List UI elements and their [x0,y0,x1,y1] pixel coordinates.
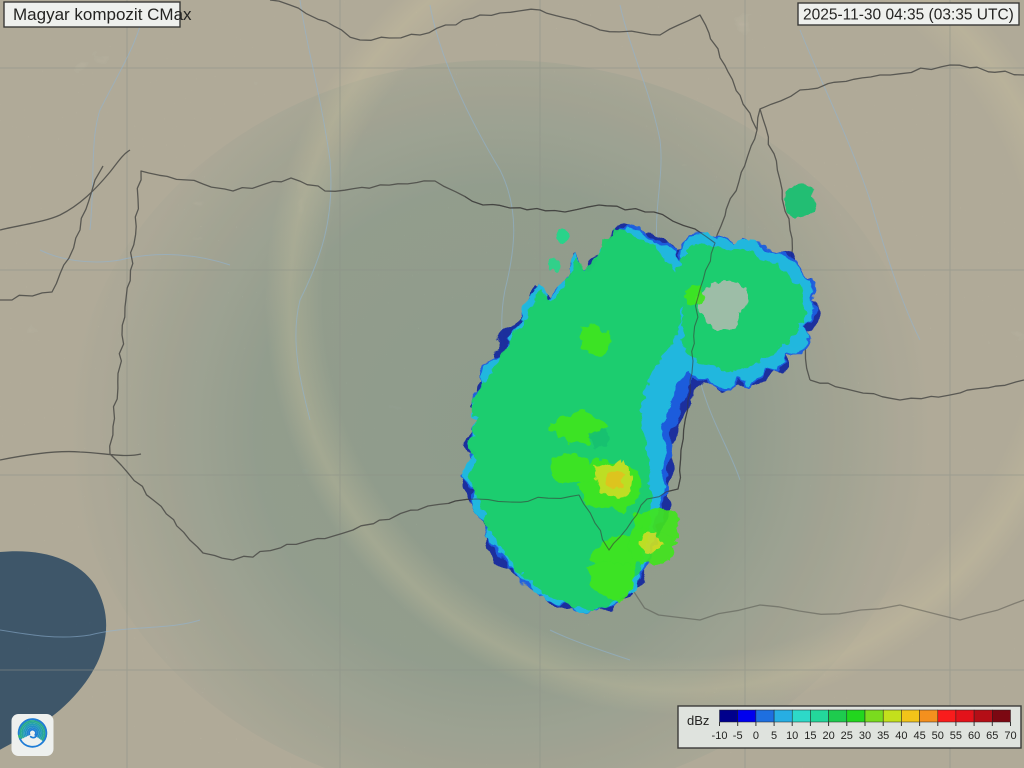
svg-text:dBz: dBz [687,713,709,728]
svg-text:60: 60 [968,730,980,742]
svg-text:50: 50 [932,730,944,742]
svg-text:40: 40 [895,730,907,742]
svg-text:5: 5 [771,730,777,742]
svg-text:15: 15 [804,730,816,742]
svg-text:0: 0 [753,730,759,742]
svg-text:35: 35 [877,730,889,742]
svg-text:65: 65 [986,730,998,742]
svg-text:2025-11-30 04:35 (03:35 UTC): 2025-11-30 04:35 (03:35 UTC) [803,7,1014,24]
svg-text:70: 70 [1004,730,1016,742]
svg-text:-10: -10 [712,730,728,742]
svg-text:-5: -5 [733,730,743,742]
svg-text:30: 30 [859,730,871,742]
svg-text:20: 20 [822,730,834,742]
svg-text:25: 25 [841,730,853,742]
svg-text:45: 45 [913,730,925,742]
svg-text:Magyar kompozit CMax: Magyar kompozit CMax [13,5,192,24]
svg-text:55: 55 [950,730,962,742]
svg-text:10: 10 [786,730,798,742]
